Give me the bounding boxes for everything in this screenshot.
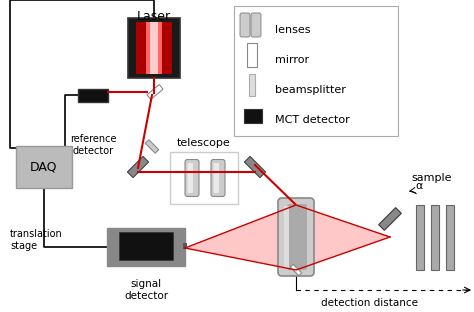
FancyBboxPatch shape [284, 206, 289, 268]
FancyBboxPatch shape [78, 89, 108, 102]
Text: reference
detector: reference detector [70, 134, 116, 156]
FancyBboxPatch shape [251, 13, 261, 37]
Text: mirror: mirror [275, 55, 309, 65]
FancyBboxPatch shape [278, 198, 314, 276]
FancyBboxPatch shape [16, 146, 72, 188]
FancyBboxPatch shape [213, 163, 219, 193]
FancyBboxPatch shape [211, 159, 225, 197]
FancyBboxPatch shape [119, 232, 173, 260]
Text: signal
detector: signal detector [124, 279, 168, 300]
FancyBboxPatch shape [136, 22, 172, 74]
Text: α: α [415, 181, 422, 191]
Polygon shape [379, 208, 401, 230]
FancyBboxPatch shape [244, 109, 262, 123]
Text: detection distance: detection distance [321, 298, 419, 308]
FancyBboxPatch shape [170, 152, 238, 204]
FancyBboxPatch shape [188, 163, 193, 193]
FancyBboxPatch shape [249, 74, 255, 96]
Text: translation
stage: translation stage [10, 229, 63, 251]
Polygon shape [185, 205, 390, 270]
FancyBboxPatch shape [146, 22, 162, 74]
Text: DAQ: DAQ [30, 160, 58, 173]
FancyBboxPatch shape [446, 205, 454, 270]
Polygon shape [146, 140, 159, 153]
Polygon shape [291, 264, 301, 276]
Text: Laser: Laser [137, 10, 171, 23]
Text: lenses: lenses [275, 25, 310, 35]
FancyBboxPatch shape [128, 18, 180, 78]
Text: telescope: telescope [177, 138, 231, 148]
FancyBboxPatch shape [416, 205, 424, 270]
FancyBboxPatch shape [240, 13, 250, 37]
FancyBboxPatch shape [107, 228, 185, 266]
Text: sample: sample [412, 173, 452, 183]
Polygon shape [128, 156, 149, 178]
Polygon shape [245, 156, 265, 178]
FancyBboxPatch shape [183, 243, 187, 249]
FancyBboxPatch shape [150, 22, 158, 74]
FancyBboxPatch shape [431, 205, 439, 270]
FancyBboxPatch shape [185, 159, 199, 197]
FancyBboxPatch shape [234, 6, 398, 136]
FancyBboxPatch shape [287, 204, 307, 270]
Text: MCT detector: MCT detector [275, 115, 350, 125]
FancyBboxPatch shape [247, 43, 257, 67]
Text: beamsplitter: beamsplitter [275, 85, 346, 95]
Polygon shape [147, 85, 163, 100]
